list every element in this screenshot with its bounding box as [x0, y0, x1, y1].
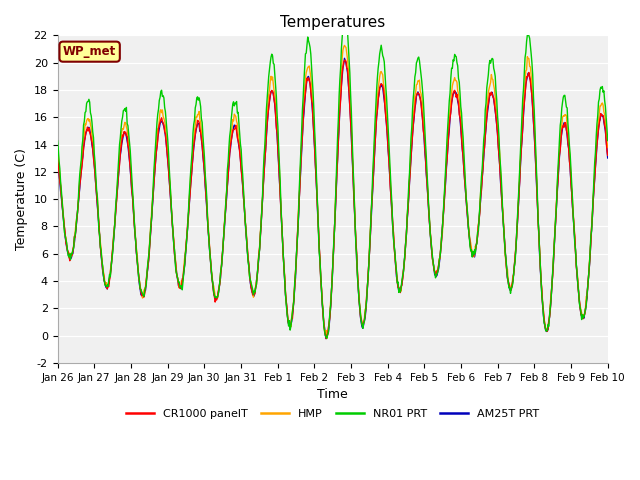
Legend: CR1000 panelT, HMP, NR01 PRT, AM25T PRT: CR1000 panelT, HMP, NR01 PRT, AM25T PRT — [122, 404, 543, 423]
Text: WP_met: WP_met — [63, 45, 116, 58]
X-axis label: Time: Time — [317, 388, 348, 401]
Title: Temperatures: Temperatures — [280, 15, 385, 30]
Y-axis label: Temperature (C): Temperature (C) — [15, 148, 28, 250]
